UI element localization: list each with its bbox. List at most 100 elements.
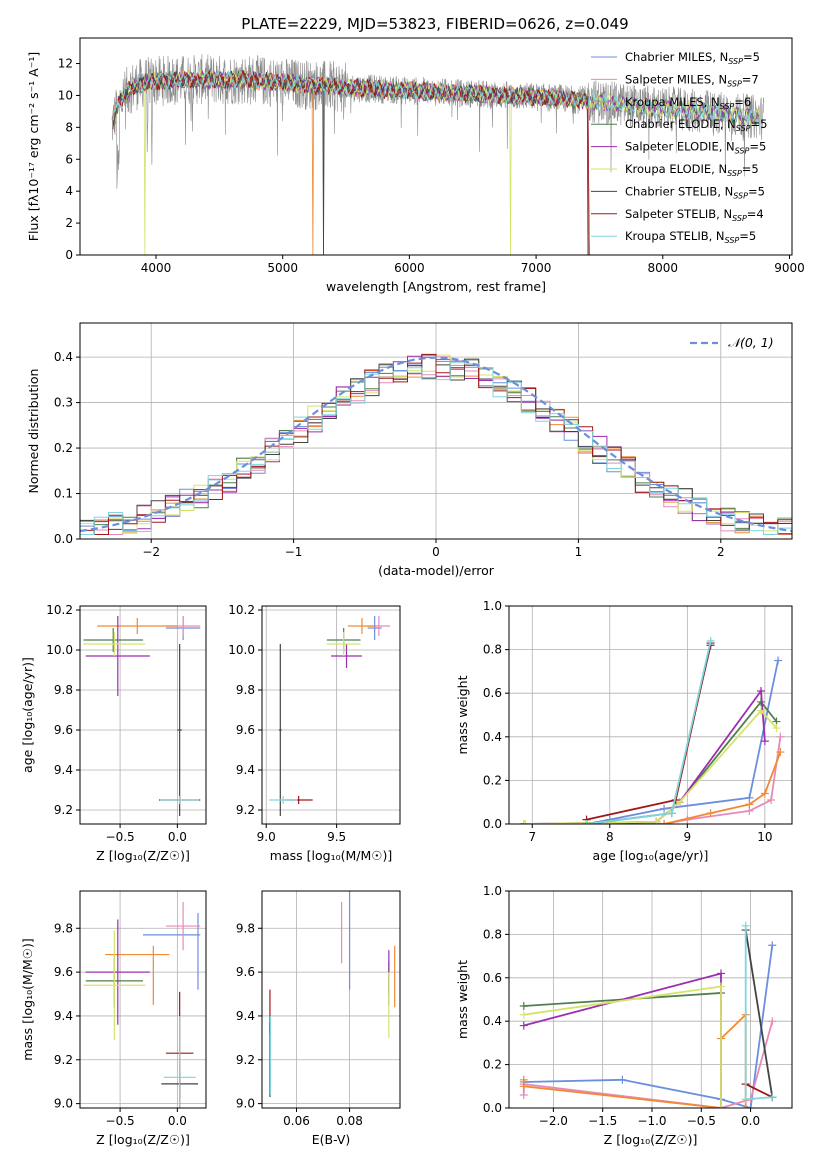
- residuals-plot: [80, 353, 792, 535]
- weight-marker: [767, 796, 776, 805]
- weight-marker: [660, 820, 669, 824]
- x-tick-label: 1: [575, 545, 583, 559]
- weight-marker: [774, 656, 783, 665]
- x-tick-label: 0.0: [168, 830, 187, 844]
- y-tick-label: 9.6: [54, 723, 73, 737]
- axes-frame: [79, 605, 207, 825]
- weight-line: [744, 929, 774, 1098]
- weight-marker: [772, 724, 781, 733]
- weight_vs_Z-plot: [519, 921, 777, 1108]
- y-tick-label: 9.6: [236, 965, 255, 979]
- x-tick-label: 0.0: [741, 1114, 760, 1128]
- y-axis-label: Flux [fλ10⁻¹⁷ erg cm⁻² s⁻¹ A⁻¹]: [26, 52, 41, 241]
- weight-marker: [776, 748, 785, 757]
- y-tick-label: 0.2: [483, 773, 502, 787]
- y-tick-label: 4: [65, 184, 73, 198]
- x-tick-label: 0: [432, 545, 440, 559]
- spectrum-legend: Chabrier MILES, NSSP=5 Salpeter MILES, NS…: [591, 50, 767, 245]
- x-tick-label: 8000: [648, 261, 679, 275]
- x-axis-label: mass [log₁₀(M/M☉)]: [270, 848, 392, 863]
- age_vs_mass-axes: 9.0 9.5 9.2 9.4 9.6 9.8 10.0 10.2 mass [log₁₀(M/…: [228, 603, 401, 863]
- weight-marker: [746, 1104, 755, 1108]
- legend-entry: Kroupa MILES, NSSP=6: [625, 95, 751, 111]
- weight-marker: [519, 1010, 528, 1019]
- y-tick-label: 0.2: [483, 1058, 502, 1072]
- y-tick-label: 9.2: [54, 803, 73, 817]
- legend-entry: Salpeter MILES, NSSP=7: [625, 72, 759, 88]
- x-axis-label: Z [log₁₀(Z/Z☉)]: [96, 1132, 190, 1147]
- y-tick-label: 10: [58, 88, 73, 102]
- weight-marker: [756, 687, 765, 696]
- x-tick-label: 9000: [774, 261, 805, 275]
- y-tick-label: 9.4: [54, 1009, 73, 1023]
- weight-marker: [519, 1082, 528, 1091]
- figure-title: PLATE=2229, MJD=53823, FIBERID=0626, z=0…: [241, 15, 628, 33]
- weight-line: [586, 642, 712, 821]
- legend-entry: 𝒩(0, 1): [728, 335, 774, 350]
- x-tick-label: 9.0: [257, 830, 276, 844]
- y-axis-label: age [log₁₀(age/yr)]: [20, 657, 35, 773]
- x-tick-label: 7000: [521, 261, 552, 275]
- x-tick-label: 10: [757, 830, 772, 844]
- residual-histogram-step: [80, 362, 792, 535]
- weight-marker: [760, 737, 769, 746]
- y-axis-label: mass weight: [455, 960, 470, 1039]
- y-tick-label: 10.2: [46, 603, 73, 617]
- weight-line: [586, 644, 712, 824]
- x-axis-label: Z [log₁₀(Z/Z☉)]: [96, 848, 190, 863]
- y-tick-label: 0: [65, 248, 73, 262]
- x-tick-label: −2.0: [539, 1114, 568, 1128]
- x-tick-label: −1.5: [588, 1114, 617, 1128]
- gaussian-curve: [80, 356, 792, 533]
- axes-frame: [508, 890, 793, 1109]
- legend-entry: Chabrier STELIB, NSSP=5: [625, 184, 765, 200]
- residuals-axes: −2 −1 0 1 2 0.0 0.1 0.2 0.3 0.4 (data-model)/error…: [26, 322, 793, 578]
- x-tick-label: −1.0: [637, 1114, 666, 1128]
- weight-marker: [519, 1002, 528, 1011]
- weight-line: [745, 1083, 773, 1099]
- y-axis-label: mass [log₁₀(M/M☉)]: [20, 938, 35, 1060]
- axes-frame: [508, 605, 793, 825]
- weight_vs_age-plot: [520, 636, 785, 824]
- weight-marker: [741, 1104, 750, 1108]
- x-tick-label: 9.5: [327, 830, 346, 844]
- weight-marker: [519, 1090, 528, 1099]
- y-tick-label: 9.4: [236, 1009, 255, 1023]
- weight-marker: [745, 800, 754, 809]
- axes-frame: [79, 890, 207, 1109]
- mass_vs_ebv-plot: [269, 891, 396, 1098]
- y-tick-label: 9.8: [54, 921, 73, 935]
- weight_vs_Z-axes: −2.0 −1.5 −1.0 −0.5 0.0 0.0 0.2 0.4 0.6 0.8 1.0 Z […: [455, 884, 793, 1147]
- weight-marker: [717, 1104, 726, 1108]
- y-tick-label: 9.0: [54, 1097, 73, 1111]
- y-tick-label: 0.1: [54, 487, 73, 501]
- weight-line: [523, 945, 774, 1108]
- y-tick-label: 10.2: [228, 603, 255, 617]
- x-tick-label: −0.5: [106, 830, 135, 844]
- y-tick-label: 9.8: [236, 683, 255, 697]
- x-tick-label: 5000: [267, 261, 298, 275]
- weight-line: [524, 751, 782, 824]
- x-tick-label: 6000: [394, 261, 425, 275]
- weight-marker: [756, 706, 765, 715]
- mass_vs_ebv-axes: 0.06 0.08 9.0 9.2 9.4 9.6 9.8 E(B-V): [236, 890, 401, 1147]
- weight-line: [524, 736, 782, 824]
- legend-entry: Chabrier MILES, NSSP=5: [625, 50, 760, 66]
- weight-marker: [519, 1021, 528, 1030]
- y-tick-label: 9.6: [236, 723, 255, 737]
- axes-frame: [261, 890, 401, 1109]
- weight-marker: [706, 636, 715, 645]
- y-tick-label: 0.6: [483, 971, 502, 985]
- x-tick-label: 9: [684, 830, 692, 844]
- x-tick-label: −0.5: [106, 1114, 135, 1128]
- y-tick-label: 0.8: [483, 643, 502, 657]
- x-tick-label: −1: [285, 545, 303, 559]
- weight-marker: [741, 921, 750, 930]
- weight-line: [524, 660, 779, 824]
- weight-marker: [652, 817, 661, 824]
- weight-marker: [768, 941, 777, 950]
- spectrum-axes: 4000 5000 6000 7000 8000 9000 0 2 4 6 8 10 12 wavelen…: [26, 37, 805, 294]
- y-tick-label: 8: [65, 120, 73, 134]
- x-tick-label: 4000: [141, 261, 172, 275]
- weight-marker: [768, 1093, 777, 1102]
